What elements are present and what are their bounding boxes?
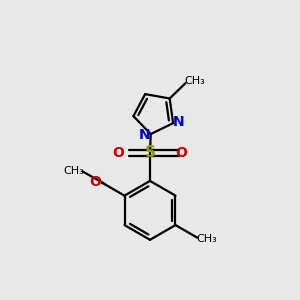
Text: S: S [145,146,155,160]
Text: CH₃: CH₃ [197,234,218,244]
Text: N: N [138,128,150,142]
Text: O: O [89,175,101,189]
Text: O: O [112,146,124,160]
Text: N: N [173,115,185,129]
Text: CH₃: CH₃ [184,76,205,86]
Text: O: O [176,146,188,160]
Text: CH₃: CH₃ [63,166,84,176]
